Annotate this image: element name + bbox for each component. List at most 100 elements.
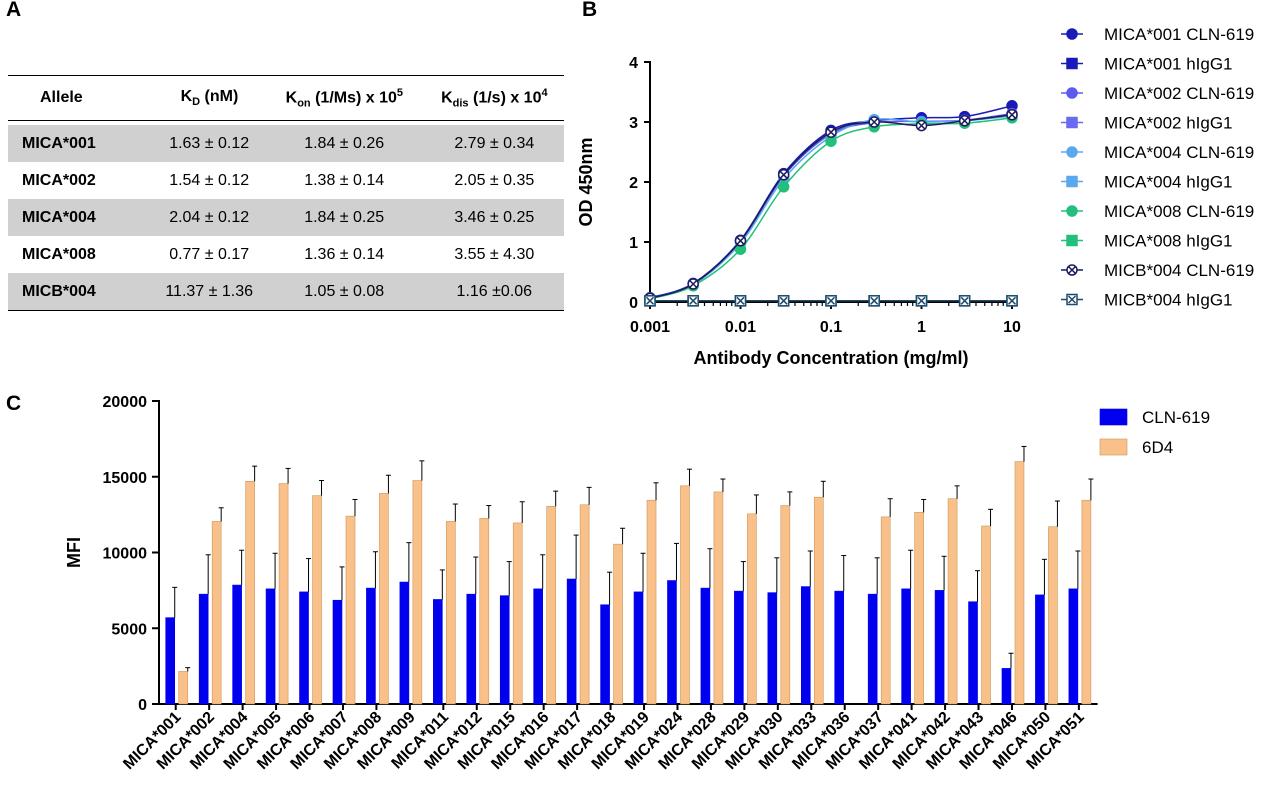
bar-6d4: [747, 513, 757, 705]
y-tick-label: 15000: [103, 470, 148, 487]
bar-6d4: [211, 521, 222, 705]
legend-marker: [1066, 146, 1078, 158]
bar-cln-619: [566, 578, 577, 705]
header-kon: Kon (1/Ms) x 105: [285, 86, 404, 110]
header-kd: KD (nM): [180, 87, 239, 109]
bar-6d4: [981, 525, 991, 705]
cell-kd: 2.04 ± 0.12: [169, 208, 250, 226]
data-point-cross: [870, 296, 879, 305]
bar-6d4: [312, 495, 322, 705]
bar-cln-619: [968, 601, 978, 705]
cell-kd: 1.54 ± 0.12: [169, 171, 250, 189]
legend-label: MICA*001 hIgG1: [1104, 55, 1233, 74]
bar-cln-619: [800, 586, 811, 705]
bar-cln-619: [934, 590, 945, 705]
cell-kon: 1.36 ± 0.14: [304, 245, 385, 263]
legend-marker-cross: [1067, 295, 1077, 304]
bar-6d4: [512, 522, 523, 705]
data-point-cross: [917, 296, 926, 305]
legend-marker: [1066, 57, 1078, 70]
cell-allele: MICA*008: [22, 245, 96, 263]
legend-marker: [1066, 175, 1078, 188]
data-point-cross: [870, 117, 879, 127]
bar-cln-619: [399, 581, 410, 705]
bar-6d4: [1014, 461, 1025, 705]
cell-kdis: 3.46 ± 0.25: [454, 208, 535, 226]
y-tick-label: 4: [629, 55, 638, 72]
y-tick-label: 0: [629, 295, 638, 312]
series-micb-004-higg1: [644, 295, 1018, 307]
data-point-cross: [1007, 296, 1017, 305]
legend-marker: [1066, 87, 1078, 99]
kinetics-table: Allele KD (nM) Kon (1/Ms) x 105 Kdis (1/…: [8, 75, 564, 311]
legend-label: MICA*008 CLN-619: [1104, 202, 1254, 221]
bar-cln-619: [867, 593, 878, 705]
legend-marker: [1066, 205, 1078, 217]
y-tick-label: 0: [138, 697, 147, 714]
y-axis-label: OD 450nm: [576, 137, 596, 226]
bar-cln-619: [1001, 668, 1012, 705]
data-point-cross: [917, 121, 926, 130]
cell-allele: MICA*002: [22, 171, 96, 189]
legend-marker-cross: [1067, 265, 1077, 275]
table-row: MICB*004 11.37 ± 1.36 1.05 ± 0.08 1.16 ±…: [8, 273, 564, 311]
data-point-cross: [689, 296, 698, 305]
bar-cln-619: [433, 599, 443, 705]
bar-cln-619: [466, 593, 477, 705]
bar-cln-619: [667, 580, 677, 705]
bar-cln-619: [1068, 588, 1079, 705]
cell-allele: MICB*004: [22, 282, 96, 300]
legend-swatch: [1099, 408, 1128, 426]
bar-6d4: [379, 493, 389, 705]
bar-cln-619: [165, 617, 176, 705]
bar-6d4: [178, 671, 189, 705]
bar-6d4: [680, 485, 690, 705]
legend-swatch: [1099, 438, 1128, 456]
bar-cln-619: [600, 604, 610, 705]
y-tick-label: 5000: [111, 621, 147, 638]
y-tick-label: 3: [629, 115, 638, 132]
data-point-cross: [960, 296, 969, 305]
legend-label: MICA*004 hIgG1: [1104, 173, 1233, 192]
bar-cln-619: [834, 590, 845, 705]
data-point-cross: [645, 296, 655, 305]
table-row: MICA*008 0.77 ± 0.17 1.36 ± 0.14 3.55 ± …: [8, 236, 564, 273]
bar-cln-619: [265, 588, 276, 705]
y-tick-label: 1: [629, 235, 638, 252]
data-point-cross: [960, 116, 969, 125]
bar-cln-619: [901, 588, 911, 705]
legend-label: MICB*004 hIgG1: [1104, 291, 1233, 310]
cell-kon: 1.38 ± 0.14: [304, 171, 385, 189]
bar-6d4: [713, 491, 724, 705]
x-tick-label: 0.001: [630, 319, 670, 336]
bar-cln-619: [299, 591, 309, 705]
data-point-cross: [826, 296, 836, 305]
table-row: MICA*004 2.04 ± 0.12 1.84 ± 0.25 3.46 ± …: [8, 199, 564, 236]
cell-kon: 1.84 ± 0.25: [304, 208, 385, 226]
bar-6d4: [579, 504, 590, 705]
data-point: [777, 181, 790, 193]
table-row: MICA*001 1.63 ± 0.12 1.84 ± 0.26 2.79 ± …: [8, 125, 564, 162]
x-axis-label: Antibody Concentration (mg/ml): [694, 348, 969, 368]
legend-marker: [1066, 28, 1078, 40]
binding-curve-chart: 0 1 2 3 4 0.001 0.01 0.1 1 10 Antibody Concentrati…: [576, 25, 1254, 368]
bar-cln-619: [533, 588, 543, 705]
x-tick-label: 0.1: [820, 319, 842, 336]
data-point-cross: [826, 128, 836, 137]
bar-6d4: [345, 515, 356, 705]
cell-kdis: 2.79 ± 0.34: [454, 134, 535, 152]
legend-label: MICA*004 CLN-619: [1104, 143, 1254, 162]
cell-kon: 1.84 ± 0.26: [304, 134, 385, 152]
legend-marker: [1066, 116, 1078, 129]
bar-6d4: [613, 543, 623, 705]
x-tick-label: 1: [917, 319, 926, 336]
x-tick-label: 10: [1003, 319, 1021, 336]
bar-6d4: [1081, 499, 1092, 705]
data-point-cross: [689, 279, 698, 289]
panel-label-a: A: [6, 0, 22, 21]
bar-cln-619: [232, 584, 242, 705]
cell-kdis: 3.55 ± 4.30: [454, 245, 535, 263]
cell-kd: 0.77 ± 0.17: [169, 245, 250, 263]
bar-cln-619: [366, 587, 376, 705]
bar-cln-619: [332, 599, 343, 705]
